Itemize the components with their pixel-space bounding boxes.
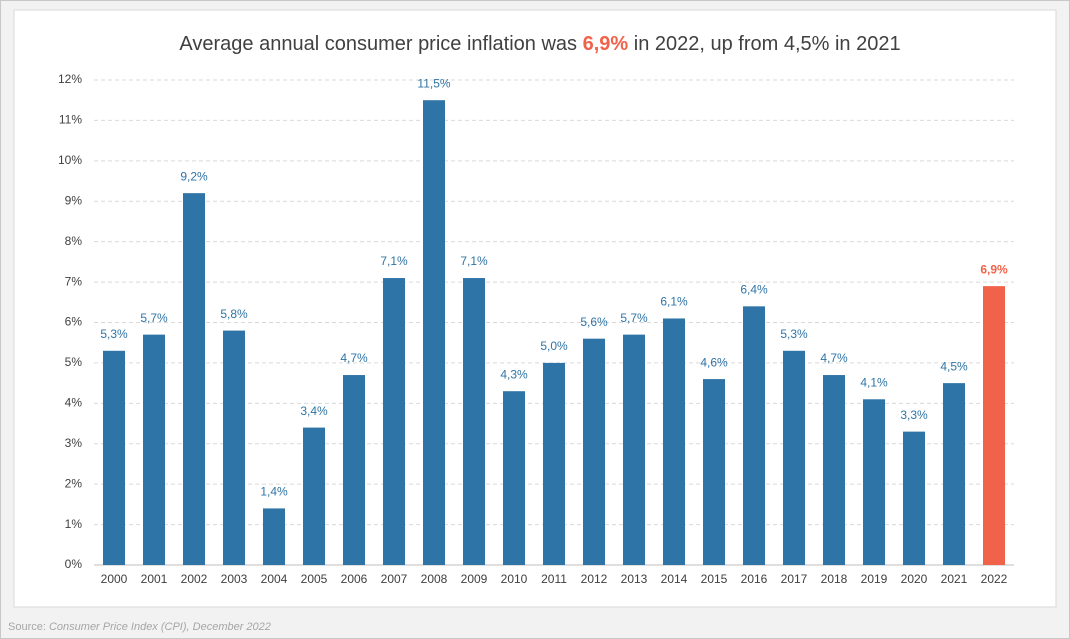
- bar: [183, 193, 205, 565]
- data-label: 1,4%: [260, 485, 288, 499]
- y-tick-label: 7%: [65, 274, 83, 288]
- x-tick-label: 2018: [821, 572, 848, 586]
- bar: [623, 334, 645, 565]
- data-label: 3,3%: [900, 408, 928, 422]
- data-label: 4,7%: [340, 351, 368, 365]
- bar: [863, 399, 885, 565]
- data-label: 5,8%: [220, 307, 248, 321]
- y-tick-label: 9%: [65, 193, 83, 207]
- x-tick-label: 2006: [341, 572, 368, 586]
- bar: [703, 379, 725, 565]
- data-label: 6,4%: [740, 283, 768, 297]
- data-label: 4,1%: [860, 375, 888, 389]
- x-tick-label: 2002: [181, 572, 208, 586]
- y-tick-label: 1%: [65, 517, 83, 531]
- data-label: 4,6%: [700, 355, 728, 369]
- x-tick-label: 2019: [861, 572, 888, 586]
- bar: [543, 362, 565, 565]
- x-tick-label: 2003: [221, 572, 248, 586]
- data-label: 5,3%: [780, 327, 808, 341]
- title-highlight: 6,9%: [583, 33, 629, 55]
- x-tick-label: 2016: [741, 572, 768, 586]
- x-tick-label: 2009: [461, 572, 488, 586]
- bar: [303, 427, 325, 565]
- y-tick-label: 12%: [58, 72, 82, 86]
- y-tick-label: 2%: [65, 476, 83, 490]
- x-tick-label: 2010: [501, 572, 528, 586]
- title-part: Average annual consumer price inflation …: [179, 33, 582, 55]
- y-tick-label: 11%: [59, 113, 82, 127]
- source-label: Source:: [8, 621, 46, 633]
- x-tick-label: 2015: [701, 572, 728, 586]
- x-tick-label: 2020: [901, 572, 928, 586]
- x-tick-label: 2000: [101, 572, 128, 586]
- bar: [103, 350, 125, 565]
- x-tick-label: 2001: [141, 572, 168, 586]
- bar: [143, 334, 165, 565]
- x-tick-label: 2012: [581, 572, 608, 586]
- y-tick-label: 8%: [65, 234, 83, 248]
- data-label: 11,5%: [417, 76, 450, 90]
- bar: [903, 431, 925, 565]
- bar: [343, 375, 365, 565]
- bar: [223, 330, 245, 565]
- chart-title: Average annual consumer price inflation …: [179, 33, 900, 55]
- panel: [13, 9, 1057, 608]
- data-label: 4,5%: [940, 359, 968, 373]
- x-tick-label: 2013: [621, 572, 648, 586]
- x-tick-label: 2007: [381, 572, 408, 586]
- x-tick-label: 2005: [301, 572, 328, 586]
- bar: [823, 375, 845, 565]
- data-label: 4,3%: [500, 367, 528, 381]
- data-label: 5,3%: [100, 327, 128, 341]
- data-label: 5,6%: [580, 315, 608, 329]
- bar: [383, 278, 405, 565]
- bar: [263, 508, 285, 565]
- data-label: 6,1%: [660, 295, 688, 309]
- x-tick-label: 2004: [261, 572, 288, 586]
- x-tick-label: 2017: [781, 572, 808, 586]
- x-tick-label: 2021: [941, 572, 968, 586]
- bar: [423, 100, 445, 565]
- bar: [663, 318, 685, 565]
- x-tick-label: 2008: [421, 572, 448, 586]
- data-label: 5,7%: [620, 311, 648, 325]
- x-tick-label: 2022: [981, 572, 1008, 586]
- source-text: Consumer Price Index (CPI), December 202…: [49, 621, 271, 633]
- bar: [943, 383, 965, 565]
- y-tick-label: 4%: [65, 396, 83, 410]
- y-tick-label: 10%: [58, 153, 82, 167]
- bar: [983, 286, 1005, 565]
- data-label: 5,7%: [140, 311, 168, 325]
- bar: [743, 306, 765, 565]
- source: Source: Consumer Price Index (CPI), Dece…: [8, 621, 271, 633]
- data-label: 7,1%: [380, 254, 408, 268]
- x-tick-label: 2014: [661, 572, 688, 586]
- data-label: 6,9%: [980, 262, 1008, 276]
- y-tick-label: 3%: [65, 436, 83, 450]
- data-label: 9,2%: [180, 169, 208, 183]
- y-tick-label: 0%: [65, 557, 83, 571]
- y-tick-label: 6%: [65, 315, 83, 329]
- data-label: 4,7%: [820, 351, 848, 365]
- title-part: in 2022, up from 4,5% in 2021: [628, 33, 900, 55]
- bar: [503, 391, 525, 565]
- x-tick-label: 2011: [541, 572, 567, 586]
- data-label: 3,4%: [300, 404, 328, 418]
- bar: [783, 350, 805, 565]
- bar: [583, 338, 605, 565]
- data-label: 5,0%: [540, 339, 568, 353]
- data-label: 7,1%: [460, 254, 488, 268]
- bar: [463, 278, 485, 565]
- y-tick-label: 5%: [65, 355, 83, 369]
